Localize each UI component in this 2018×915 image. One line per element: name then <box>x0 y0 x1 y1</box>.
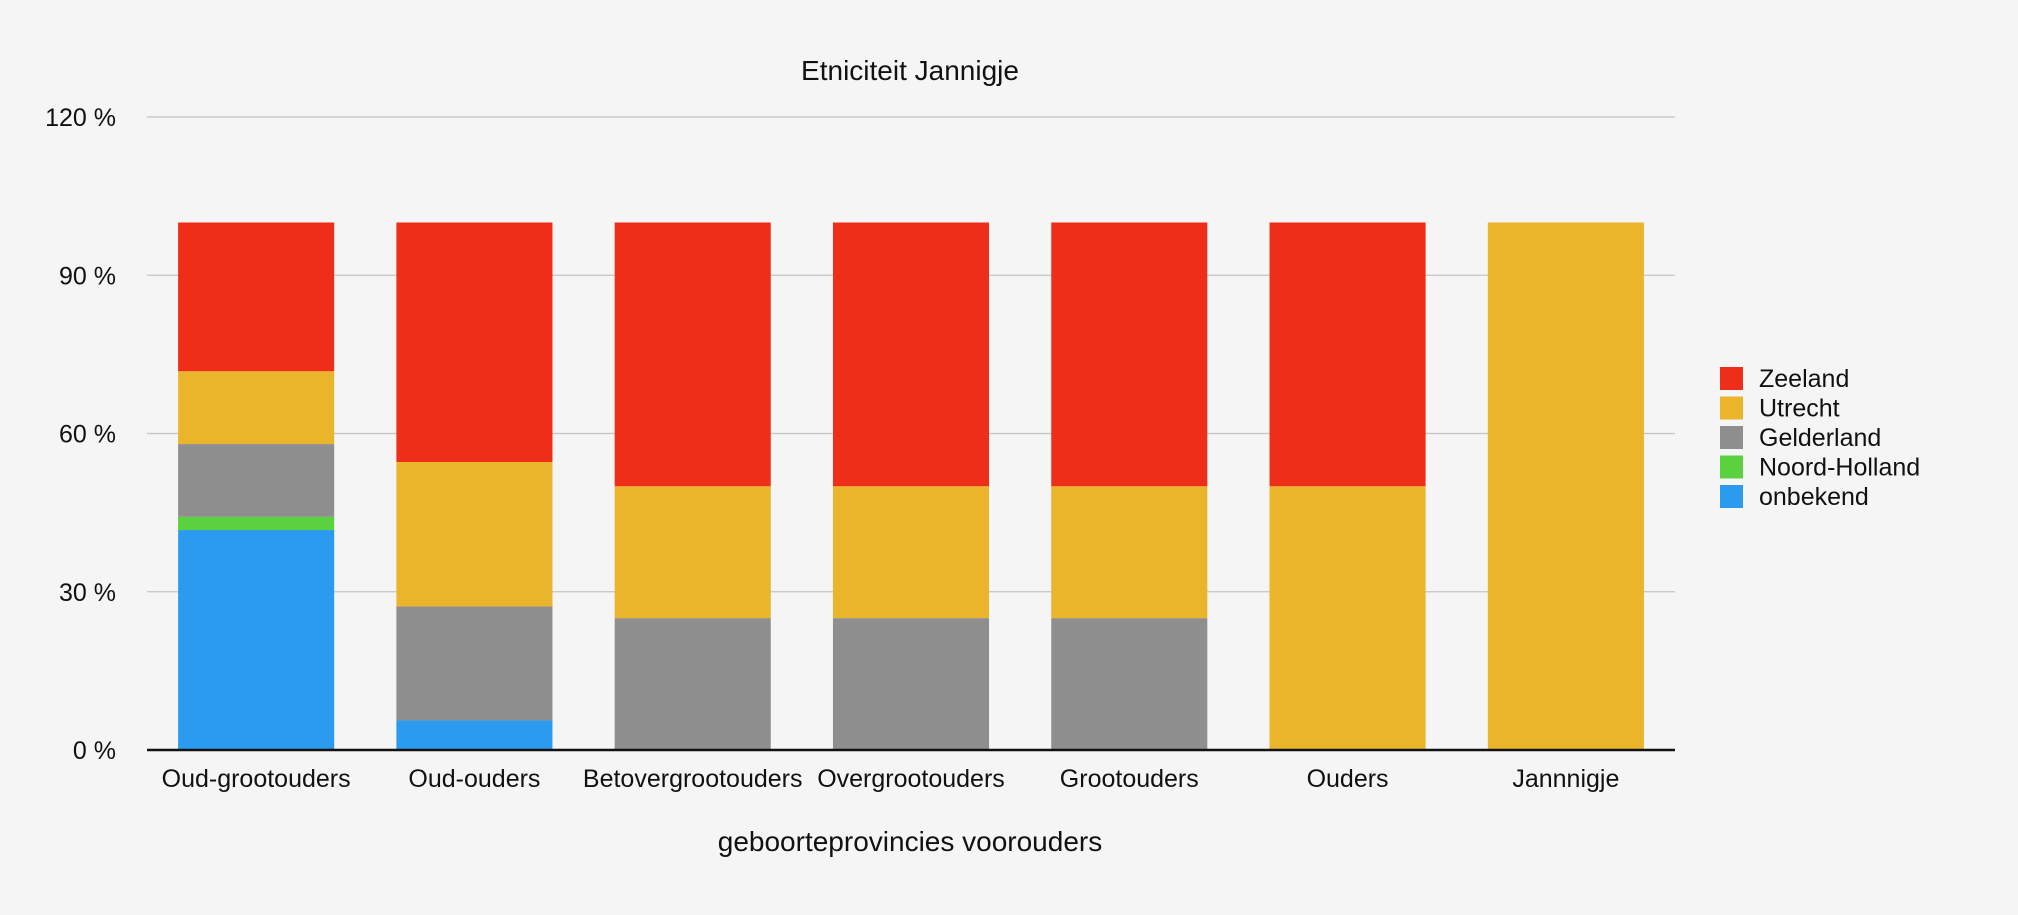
x-tick-label: Ouders <box>1307 765 1389 793</box>
legend-item-utrecht: Utrecht <box>1720 395 1840 423</box>
bar-grootouders-gelderland <box>1051 618 1208 750</box>
legend-label: Noord-Holland <box>1759 454 1920 482</box>
legend-item-noord-holland: Noord-Holland <box>1720 454 1920 482</box>
bar-oud-grootouders-zeeland <box>178 222 335 372</box>
x-tick-label: Oud-ouders <box>408 765 540 793</box>
legend-label: Zeeland <box>1759 365 1849 393</box>
legend-item-onbekend: onbekend <box>1720 483 1869 511</box>
x-tick-label: Overgrootouders <box>817 765 1005 793</box>
bar-oud-grootouders-gelderland <box>178 444 335 517</box>
y-tick-label: 0 % <box>73 737 116 765</box>
x-tick-label: Betovergrootouders <box>583 765 803 793</box>
legend-item-gelderland: Gelderland <box>1720 424 1881 452</box>
x-tick-label: Grootouders <box>1060 765 1199 793</box>
bar-overgrootouders-utrecht <box>832 486 990 619</box>
legend-item-zeeland: Zeeland <box>1720 365 1849 393</box>
x-tick-label: Jannnigje <box>1512 765 1619 793</box>
legend-swatch <box>1720 396 1743 420</box>
bar-oud-ouders-onbekend <box>396 720 553 750</box>
bar-grootouders-zeeland <box>1051 222 1208 487</box>
bar-oud-grootouders-onbekend <box>178 530 335 750</box>
legend-label: onbekend <box>1759 483 1869 511</box>
bar-oud-ouders-zeeland <box>396 222 553 462</box>
y-tick-label: 90 % <box>59 262 116 290</box>
bar-overgrootouders-zeeland <box>832 222 990 487</box>
legend-label: Gelderland <box>1759 424 1881 452</box>
y-tick-label: 60 % <box>59 421 116 449</box>
x-axis-label: geboorteprovincies voorouders <box>718 826 1102 857</box>
legend-swatch <box>1720 485 1743 508</box>
legend-swatch <box>1720 367 1743 390</box>
bar-overgrootouders-gelderland <box>832 618 990 750</box>
y-tick-label: 120 % <box>45 104 116 132</box>
bar-ouders-utrecht <box>1269 486 1426 750</box>
bar-oud-ouders-utrecht <box>396 461 553 607</box>
bar-ouders-zeeland <box>1269 222 1426 487</box>
legend-label: Utrecht <box>1759 395 1840 423</box>
x-tick-label: Oud-grootouders <box>162 765 351 793</box>
bar-oud-grootouders-noord-holland <box>178 516 335 531</box>
legend-swatch <box>1720 455 1743 479</box>
bar-jannnigje-utrecht <box>1487 222 1644 750</box>
bars <box>178 222 1644 750</box>
legend: ZeelandUtrechtGelderlandNoord-Hollandonb… <box>1720 365 1920 511</box>
bar-betovergrootouders-zeeland <box>614 222 771 487</box>
bar-oud-ouders-gelderland <box>396 606 553 721</box>
bar-oud-grootouders-utrecht <box>178 371 335 445</box>
y-tick-label: 30 % <box>59 579 116 607</box>
chart-title: Etniciteit Jannigje <box>801 55 1019 86</box>
axes: 0 % 30 % 60 % 90 % 120 % Oud-grootouders Oud-o… <box>45 104 1675 793</box>
bar-grootouders-utrecht <box>1051 486 1208 619</box>
legend-swatch <box>1720 426 1743 449</box>
bar-betovergrootouders-utrecht <box>614 486 771 619</box>
bar-betovergrootouders-gelderland <box>614 618 771 750</box>
